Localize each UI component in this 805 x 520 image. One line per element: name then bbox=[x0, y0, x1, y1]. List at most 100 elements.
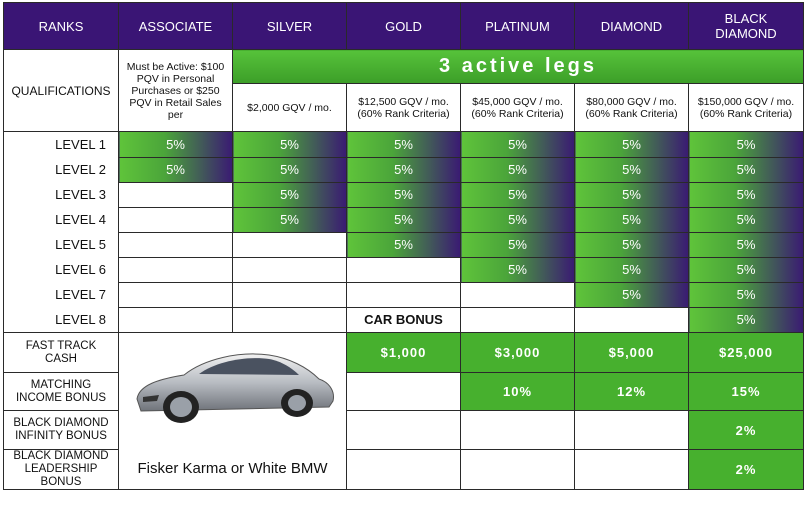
fast-track-diamond: $5,000 bbox=[574, 332, 689, 373]
level-cell: 5% bbox=[574, 181, 689, 208]
level-cell: 5% bbox=[574, 256, 689, 283]
car-bonus-image-cell: Fisker Karma or White BMW bbox=[118, 332, 347, 490]
fast-track-gold: $1,000 bbox=[346, 332, 461, 373]
level-cell bbox=[118, 256, 233, 283]
level-cell: 5% bbox=[574, 156, 689, 183]
level-cell: 5% bbox=[688, 156, 804, 183]
level-cell bbox=[118, 231, 233, 258]
car-image bbox=[136, 353, 334, 423]
level-cell bbox=[460, 306, 575, 333]
level-cell: 5% bbox=[232, 156, 347, 183]
level-row: LEVEL 6 5% 5% 5% bbox=[3, 256, 804, 283]
header-ranks: RANKS bbox=[3, 2, 119, 50]
level-label: LEVEL 7 bbox=[3, 282, 119, 307]
compensation-plan-table: RANKS ASSOCIATE SILVER GOLD PLATINUM DIA… bbox=[3, 2, 804, 490]
level-cell: 5% bbox=[688, 131, 804, 158]
leadership-diamond bbox=[574, 449, 689, 490]
level-cell bbox=[232, 281, 347, 308]
level-cell bbox=[232, 231, 347, 258]
infinity-diamond bbox=[574, 410, 689, 450]
qualification-diamond: $80,000 GQV / mo. (60% Rank Criteria) bbox=[574, 83, 689, 132]
level-label: LEVEL 3 bbox=[3, 182, 119, 207]
level-cell: 5% bbox=[688, 256, 804, 283]
qualifications-row-bottom: $2,000 GQV / mo. $12,500 GQV / mo. (60% … bbox=[4, 83, 804, 132]
level-cell: 5% bbox=[574, 281, 689, 308]
qualification-black-diamond: $150,000 GQV / mo. (60% Rank Criteria) bbox=[688, 83, 804, 132]
level-cell: 5% bbox=[346, 231, 461, 258]
leadership-black-diamond: 2% bbox=[688, 449, 804, 490]
header-platinum: PLATINUM bbox=[460, 2, 575, 50]
level-cell: 5% bbox=[460, 206, 575, 233]
level-cell: 5% bbox=[574, 231, 689, 258]
level-cell: 5% bbox=[688, 206, 804, 233]
matching-diamond: 12% bbox=[574, 372, 689, 411]
car-caption: Fisker Karma or White BMW bbox=[137, 460, 328, 477]
header-associate: ASSOCIATE bbox=[118, 2, 233, 50]
leadership-gold bbox=[346, 449, 461, 490]
level-label: LEVEL 4 bbox=[3, 207, 119, 232]
matching-row: MATCHING INCOME BONUS 10% 12% 15% bbox=[3, 372, 804, 411]
header-silver: SILVER bbox=[232, 2, 347, 50]
level-cell: 5% bbox=[118, 156, 233, 183]
level-cell bbox=[118, 181, 233, 208]
infinity-platinum bbox=[460, 410, 575, 450]
level-cell bbox=[460, 281, 575, 308]
level-cell: 5% bbox=[460, 231, 575, 258]
level-cell: 5% bbox=[460, 181, 575, 208]
qualifications-label: QUALIFICATIONS bbox=[3, 49, 119, 132]
level-cell: 5% bbox=[574, 131, 689, 158]
qualification-silver: $2,000 GQV / mo. bbox=[232, 83, 347, 132]
matching-platinum: 10% bbox=[460, 372, 575, 411]
level-cell: 5% bbox=[346, 206, 461, 233]
level-cell: 5% bbox=[346, 181, 461, 208]
level-cell: 5% bbox=[574, 206, 689, 233]
level-row: LEVEL 3 5% 5% 5% 5% 5% bbox=[3, 181, 804, 208]
level-cell: 5% bbox=[460, 131, 575, 158]
level-label: LEVEL 8 bbox=[3, 307, 119, 333]
leadership-platinum bbox=[460, 449, 575, 490]
fast-track-black-diamond: $25,000 bbox=[688, 332, 804, 373]
level-cell: 5% bbox=[346, 131, 461, 158]
header-diamond: DIAMOND bbox=[574, 2, 689, 50]
header-gold: GOLD bbox=[346, 2, 461, 50]
level-cell: 5% bbox=[118, 131, 233, 158]
level-row: LEVEL 5 5% 5% 5% 5% bbox=[3, 231, 804, 258]
infinity-label: BLACK DIAMOND INFINITY BONUS bbox=[3, 410, 119, 450]
level-rows: LEVEL 1 5% 5% 5% 5% 5% 5% LEVEL 2 5% 5% 5% 5% 5% 5% LE… bbox=[3, 131, 804, 333]
level-row: LEVEL 2 5% 5% 5% 5% 5% 5% bbox=[3, 156, 804, 183]
matching-gold bbox=[346, 372, 461, 411]
active-legs-banner: 3 active legs bbox=[232, 49, 804, 84]
level-cell bbox=[232, 306, 347, 333]
fast-track-platinum: $3,000 bbox=[460, 332, 575, 373]
fast-track-row: FAST TRACK CASH Fisker Karma or W bbox=[3, 332, 804, 490]
level-cell bbox=[346, 256, 461, 283]
header-black-diamond: BLACK DIAMOND bbox=[688, 2, 804, 50]
level-cell bbox=[232, 256, 347, 283]
level-cell: 5% bbox=[232, 206, 347, 233]
level-cell: 5% bbox=[688, 181, 804, 208]
level-label: LEVEL 1 bbox=[3, 131, 119, 157]
infinity-gold bbox=[346, 410, 461, 450]
level-cell: 5% bbox=[688, 281, 804, 308]
level-cell bbox=[574, 306, 689, 333]
qualification-platinum: $45,000 GQV / mo. (60% Rank Criteria) bbox=[460, 83, 575, 132]
header-row: RANKS ASSOCIATE SILVER GOLD PLATINUM DIA… bbox=[3, 2, 804, 50]
level-row: LEVEL 8 CAR BONUS 5% bbox=[3, 306, 804, 333]
fast-track-label: FAST TRACK CASH bbox=[3, 332, 119, 373]
level-cell: 5% bbox=[460, 256, 575, 283]
infinity-row: BLACK DIAMOND INFINITY BONUS 2% bbox=[3, 410, 804, 450]
level-row: LEVEL 1 5% 5% 5% 5% 5% 5% bbox=[3, 131, 804, 158]
qualifications-row-top: QUALIFICATIONS Must be Active: $100 PQV … bbox=[3, 49, 804, 132]
level-cell bbox=[346, 281, 461, 308]
level-cell: 5% bbox=[346, 156, 461, 183]
infinity-black-diamond: 2% bbox=[688, 410, 804, 450]
level-row: LEVEL 7 5% 5% bbox=[3, 281, 804, 308]
level-cell bbox=[118, 206, 233, 233]
matching-black-diamond: 15% bbox=[688, 372, 804, 411]
leadership-row: BLACK DIAMOND LEADERSHIP BONUS 2% bbox=[3, 449, 804, 490]
qualification-gold: $12,500 GQV / mo. (60% Rank Criteria) bbox=[346, 83, 461, 132]
qualification-associate: Must be Active: $100 PQV in Personal Pur… bbox=[118, 49, 233, 132]
level-label: LEVEL 6 bbox=[3, 257, 119, 282]
level-cell: 5% bbox=[688, 306, 804, 333]
